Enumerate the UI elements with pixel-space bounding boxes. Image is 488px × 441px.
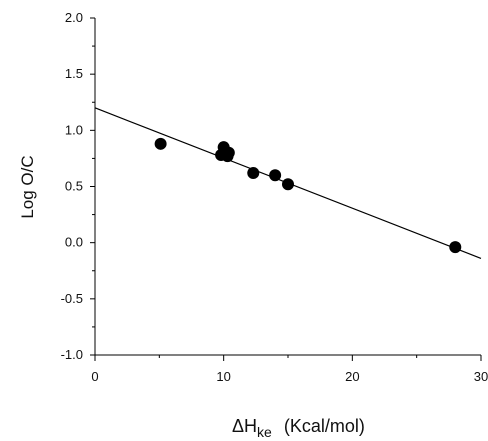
data-point [282,178,294,191]
x-axis-label-subscript: ke [257,424,272,440]
data-points [154,137,462,254]
data-point [269,169,282,182]
y-tick-label: -1.0 [61,347,83,362]
y-axis-label: Log O/C [18,155,37,218]
x-tick-label: 20 [345,369,359,384]
x-tick-label: 0 [91,369,98,384]
y-tick-label: 2.0 [65,10,83,25]
x-tick-label: 10 [216,369,230,384]
x-axis-label-units: (Kcal/mol) [284,416,365,436]
data-point [247,167,260,180]
x-tick-label: 30 [474,369,488,384]
y-tick-label: -0.5 [61,291,83,306]
x-axis-label-main: ΔH [232,416,257,436]
y-tick-label: 1.5 [65,66,83,81]
y-tick-label: 1.0 [65,122,83,137]
x-axis-label: ΔHke (Kcal/mol) [232,416,365,440]
axes [90,17,482,361]
y-tick-label: 0.0 [65,235,83,250]
data-point [222,146,235,159]
data-point [154,137,167,150]
y-tick-label: 0.5 [65,179,83,194]
tick-labels: -1.0 -0.5 0.0 0.5 1.0 1.5 2.0 0 10 20 30 [61,10,488,384]
data-point [449,241,462,254]
